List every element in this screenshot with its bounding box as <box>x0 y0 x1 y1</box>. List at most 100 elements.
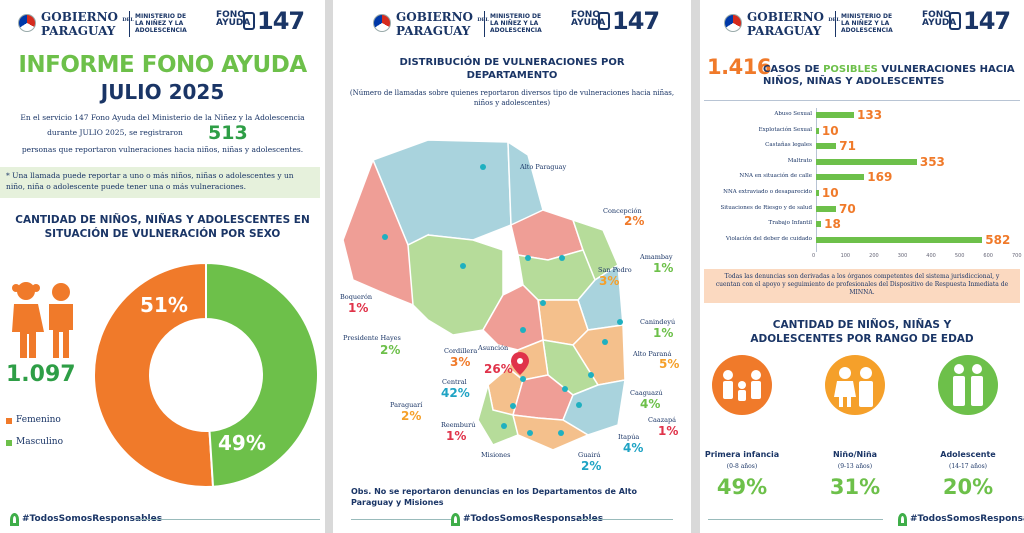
dept-label: Paraguarí <box>390 401 423 409</box>
dept-pct: 1% <box>658 424 679 438</box>
gobierno-logo: GOBIERNO DELPARAGUAY <box>747 10 840 38</box>
bar <box>816 221 822 228</box>
dept-pct: 42% <box>441 386 470 400</box>
region-central-north <box>482 284 544 351</box>
legend-femenino: Femenino <box>16 415 61 425</box>
dept-pct: 1% <box>653 326 674 340</box>
age-pct: 49% <box>716 475 768 499</box>
bar-value: 70 <box>839 201 856 216</box>
dept-label: Reemburú <box>441 421 476 429</box>
map-pins <box>382 164 623 436</box>
bar-label: NNA extraviado o desaparecido <box>723 189 812 195</box>
age-pct: 31% <box>829 475 881 499</box>
bar <box>816 190 819 196</box>
dept-label: Cordillera <box>444 347 478 355</box>
bar-value: 18 <box>824 217 841 232</box>
bar-label: Explotación Sexual <box>758 126 812 133</box>
dept-label: Canindeyú <box>640 318 676 326</box>
bar <box>816 174 865 181</box>
number-147: 147 <box>257 7 305 35</box>
region-neembucu <box>512 414 590 451</box>
ribbon-icon <box>10 513 19 526</box>
age-range: (14-17 años) <box>948 463 988 470</box>
sex-donut-chart <box>93 262 319 488</box>
dept-pct: 1% <box>446 429 467 443</box>
footer-line <box>351 519 451 520</box>
number-147: 147 <box>963 7 1011 35</box>
fono-ayuda-label: FONO AYUDA <box>216 10 251 28</box>
tick-label: 200 <box>869 253 879 259</box>
dept-pct: 4% <box>623 441 644 455</box>
dept-pct: 2% <box>624 214 645 228</box>
report-title: INFORME FONO AYUDA <box>18 52 307 78</box>
bar-value: 10 <box>821 186 839 200</box>
intro-line-2: durante JULIO 2025, se registraron <box>47 128 183 137</box>
bar <box>816 236 983 243</box>
age-label: Niño/Niña <box>832 450 878 459</box>
bar <box>816 112 854 118</box>
ministerio-label: MINISTERIO DE LA NIÑEZ Y LA ADOLESCENCIA <box>135 13 187 34</box>
intro-line-1: En el servicio 147 Fono Ayuda del Minist… <box>20 113 305 122</box>
children-icon <box>12 282 73 358</box>
hashtag: #TodosSomosResponsables <box>463 514 604 524</box>
number-147: 147 <box>612 7 660 35</box>
legend-swatch-femenino <box>6 418 12 424</box>
ministerio-label: MINISTERIO DE LA NIÑEZ Y LA ADOLESCENCIA <box>490 13 542 34</box>
total-children: 1.097 <box>6 362 76 387</box>
dept-label: Boquerón <box>340 293 373 301</box>
dept-label: Amambay <box>640 253 673 261</box>
bar-label: Trabajo Infantil <box>768 220 812 227</box>
referral-note: Todas las denuncias son derivadas a los … <box>704 269 1020 303</box>
bar-value: 10 <box>821 123 839 138</box>
age-label: Adolescente <box>940 450 996 459</box>
age-label: Primera infancia <box>704 450 780 459</box>
tick-label: 300 <box>897 253 908 259</box>
footer-line <box>135 519 320 520</box>
teens-icon <box>953 364 983 406</box>
bar-label: NNA en situación de calle <box>739 173 812 180</box>
dept-pct: 26% <box>484 362 513 376</box>
age-circle-adolescente <box>938 355 998 415</box>
age-range: (9-13 años) <box>837 463 873 470</box>
bar-value: 71 <box>839 139 856 154</box>
dept-pct: 1% <box>653 261 674 275</box>
age-pct: 20% <box>942 475 994 499</box>
map-observation: Obs. No se reportaron denuncias en los D… <box>351 487 637 507</box>
dept-label: Concepción <box>603 207 642 215</box>
dept-label: Misiones <box>481 451 511 459</box>
phone-icon <box>243 12 255 30</box>
tick-label: 0 <box>812 253 816 259</box>
age-subtitle: CANTIDAD DE NIÑOS, NIÑAS Y ADOLESCENTES … <box>750 319 974 345</box>
legend-swatch-masculino <box>6 440 12 446</box>
bar-label: Violación del deber de cuidado <box>725 235 812 242</box>
dept-label: Alto Paraná <box>633 350 672 358</box>
age-range: (0-8 años) <box>726 463 758 470</box>
tick-label: 100 <box>840 253 851 259</box>
bar-label: Situaciones de Riesgo y de salud <box>720 204 812 211</box>
divider <box>484 11 485 37</box>
bar-label: Abuso Sexual <box>774 111 812 117</box>
national-seal-icon <box>724 14 742 32</box>
ribbon-icon <box>451 513 460 526</box>
family-icon <box>723 370 761 401</box>
phone-icon <box>949 12 961 30</box>
dept-label: Guairá <box>578 451 601 459</box>
dept-pct: 3% <box>450 355 471 369</box>
bar-label: Maltrato <box>787 157 812 164</box>
tick-label: 400 <box>926 253 936 259</box>
bar <box>816 158 917 165</box>
dept-pct: 3% <box>599 274 620 288</box>
donut-slice-masculino <box>205 262 319 488</box>
national-seal-icon <box>18 14 36 32</box>
tick-label: 500 <box>954 253 965 259</box>
bar-label: Castañas legales <box>765 142 812 149</box>
map-subtitle: (Número de llamadas sobre quienes report… <box>349 89 675 107</box>
national-seal-icon <box>373 14 391 32</box>
children-pair-icon <box>834 367 873 407</box>
divider <box>129 11 130 37</box>
